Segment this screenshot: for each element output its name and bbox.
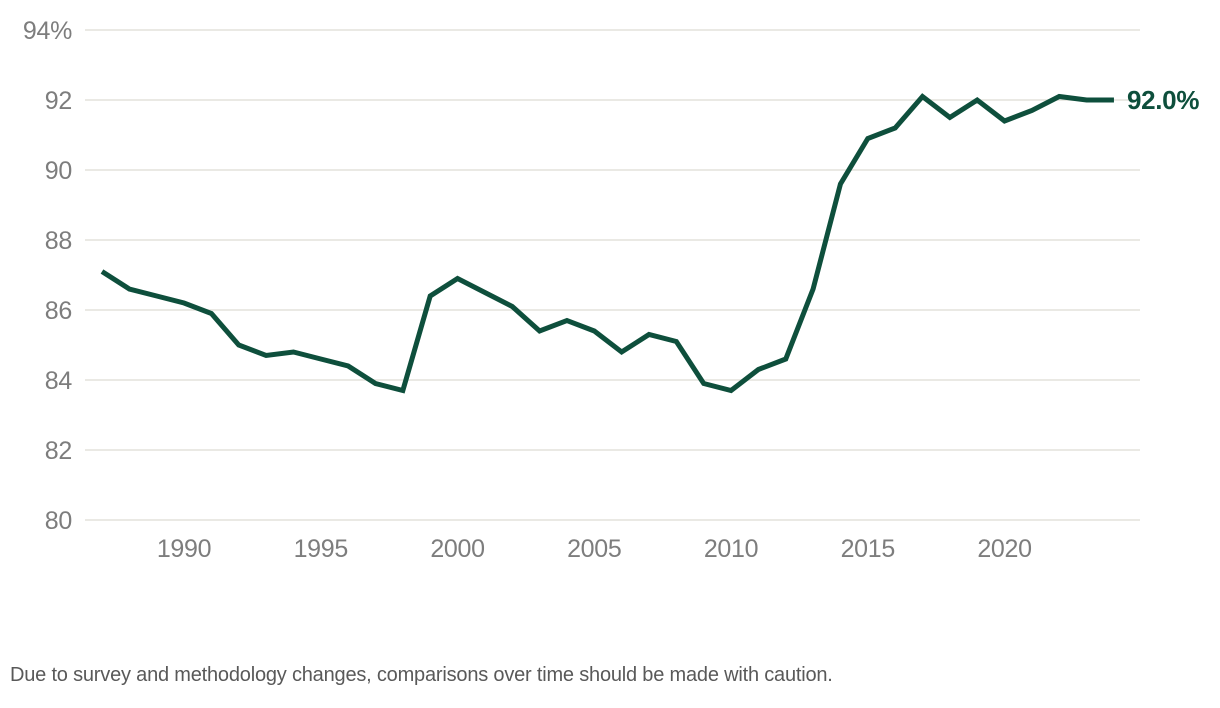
x-axis-tick-label: 2005 <box>567 535 621 563</box>
x-axis-tick-label: 2000 <box>430 535 484 563</box>
y-axis-tick-label: 92 <box>45 87 72 115</box>
chart-caption: Due to survey and methodology changes, c… <box>10 664 833 686</box>
y-axis-tick-label: 88 <box>45 227 72 255</box>
y-axis-tick-label: 90 <box>45 157 72 185</box>
y-axis-tick-label: 80 <box>45 507 72 535</box>
end-value-label: 92.0% <box>1127 85 1199 115</box>
x-axis-tick-label: 2020 <box>977 535 1031 563</box>
y-axis-tick-label: 84 <box>45 367 73 395</box>
data-line <box>100 93 1114 394</box>
chart-canvas: 94% 92 90 88 86 84 82 80 1990 1995 2000 2005 2010 201… <box>23 17 1200 563</box>
x-axis-tick-label: 1990 <box>157 535 211 563</box>
x-axis-tick-label: 2010 <box>704 535 758 563</box>
y-axis-tick-label: 86 <box>45 297 72 325</box>
x-axis-tick-label: 1995 <box>294 535 348 563</box>
y-axis-tick-label: 94% <box>23 17 72 45</box>
y-axis-tick-label: 82 <box>45 437 72 465</box>
x-axis-tick-label: 2015 <box>841 535 895 563</box>
line-chart: 94% 92 90 88 86 84 82 80 1990 1995 2000 2005 2010 201… <box>23 17 1200 563</box>
